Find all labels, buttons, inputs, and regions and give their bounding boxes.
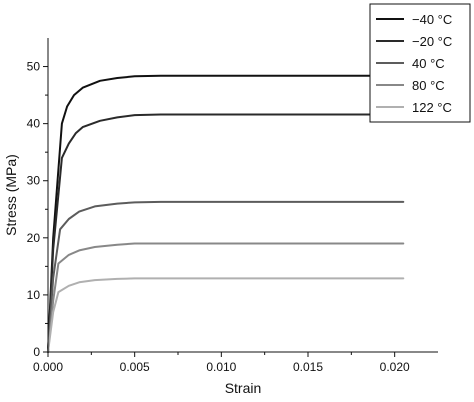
legend-label: −20 °C [412, 34, 452, 49]
y-tick-label: 30 [27, 174, 41, 188]
series-line-2 [47, 113, 405, 353]
series-line-4 [47, 242, 405, 353]
y-axis-title: Stress (MPa) [3, 154, 19, 236]
y-tick-label: 40 [27, 117, 41, 131]
legend-label: 40 °C [412, 56, 445, 71]
x-tick-label: 0.020 [380, 360, 410, 374]
legend-label: 80 °C [412, 78, 445, 93]
x-tick-label: 0.015 [293, 360, 323, 374]
x-tick-label: 0.010 [206, 360, 236, 374]
legend-label: −40 °C [412, 12, 452, 27]
series-line-5 [47, 277, 405, 353]
series-line-3 [47, 200, 405, 353]
y-tick-label: 10 [27, 288, 41, 302]
x-tick-label: 0.000 [33, 360, 63, 374]
x-tick-label: 0.005 [120, 360, 150, 374]
axes: 0.000 0.005 0.010 0.015 0.020 0 10 20 30 40 50 [27, 38, 438, 374]
y-tick-label: 0 [33, 345, 40, 359]
legend-label: 122 °C [412, 100, 452, 115]
y-tick-label: 20 [27, 231, 41, 245]
series-line-1 [47, 74, 405, 353]
y-tick-label: 50 [27, 60, 41, 74]
x-axis-title: Strain [225, 380, 262, 396]
legend: −40 °C −20 °C 40 °C 80 °C 122 °C [369, 3, 471, 123]
plot-area [47, 74, 405, 353]
